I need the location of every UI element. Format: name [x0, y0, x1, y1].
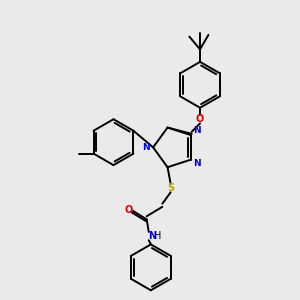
Text: N: N	[142, 143, 150, 152]
Text: O: O	[125, 205, 133, 215]
Text: N: N	[148, 231, 156, 241]
Text: N: N	[193, 159, 201, 168]
Text: H: H	[154, 231, 162, 241]
Text: N: N	[193, 126, 201, 135]
Text: S: S	[167, 183, 174, 193]
Text: O: O	[196, 114, 204, 124]
